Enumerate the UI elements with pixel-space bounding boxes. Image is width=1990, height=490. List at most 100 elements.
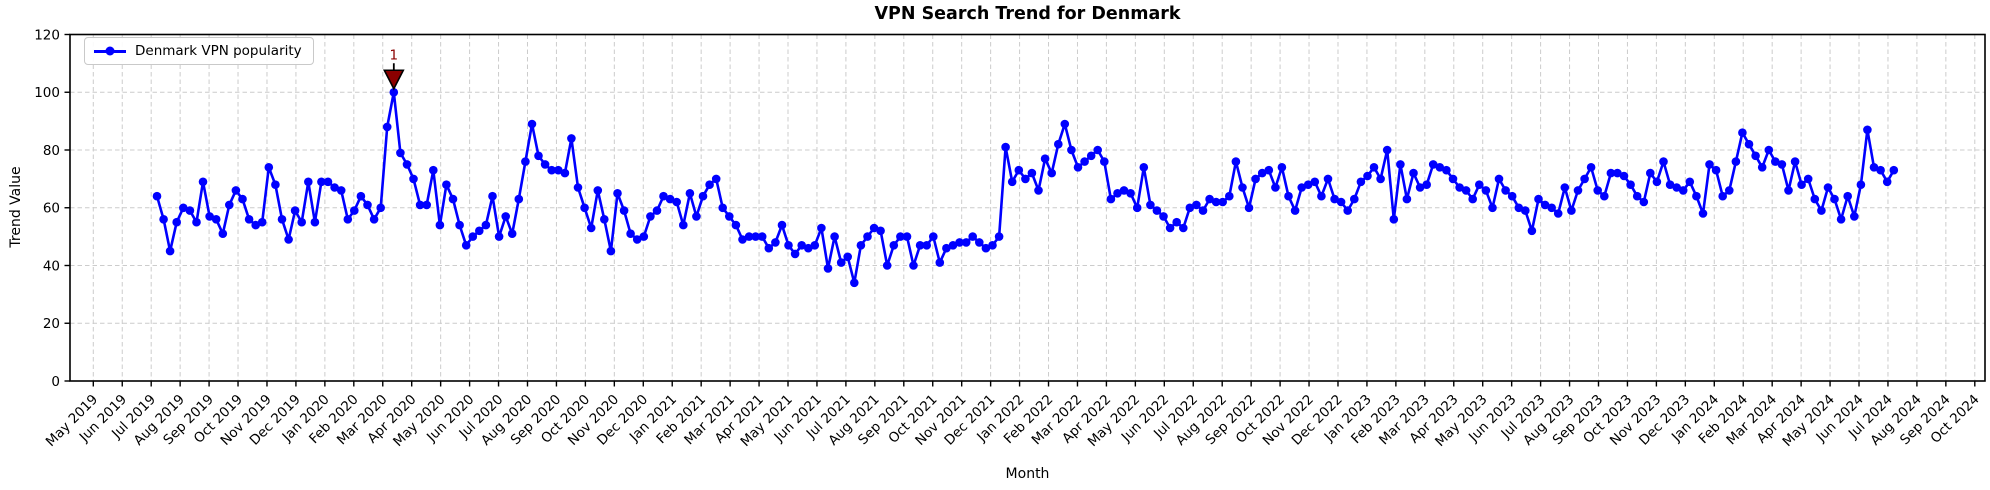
data-point [869, 223, 879, 233]
data-point [613, 189, 622, 198]
data-point [1521, 206, 1530, 215]
data-point [994, 232, 1004, 241]
data-point [573, 183, 583, 192]
data-point [481, 220, 491, 230]
x-ticks [92, 381, 1976, 387]
data-point [1757, 163, 1767, 172]
data-point [731, 220, 741, 230]
data-point [777, 220, 787, 230]
data-point [172, 217, 181, 227]
y-tick-label: 0 [51, 374, 60, 390]
data-point [1428, 160, 1438, 169]
data-point [1494, 174, 1504, 184]
data-point [1619, 171, 1629, 181]
data-point [159, 215, 168, 224]
data-point [1211, 197, 1221, 207]
data-point [1106, 194, 1116, 204]
data-point [1488, 203, 1497, 213]
data-point [876, 226, 885, 236]
data-point [1323, 174, 1333, 184]
annotation-label: 1 [390, 47, 399, 63]
data-point [152, 191, 162, 201]
data-point [1093, 145, 1102, 155]
data-point [521, 157, 530, 166]
data-point [415, 200, 425, 210]
data-point [922, 241, 931, 250]
data-point [257, 217, 267, 227]
data-point [534, 151, 543, 161]
data-point [468, 232, 478, 241]
data-point [1632, 191, 1642, 201]
data-point [968, 232, 977, 241]
data-point [1790, 157, 1800, 166]
data-point [514, 194, 524, 204]
data-point [527, 119, 537, 129]
data-point [593, 186, 603, 195]
data-point [817, 223, 826, 233]
data-point [830, 232, 839, 241]
data-point [1422, 180, 1431, 189]
data-point [652, 206, 662, 215]
data-point [1185, 203, 1195, 213]
data-points [152, 88, 1899, 288]
data-point [1606, 168, 1616, 178]
data-point [1639, 197, 1649, 207]
data-point [422, 200, 432, 210]
data-point [1435, 163, 1445, 172]
data-point [1718, 191, 1727, 201]
data-point [929, 232, 938, 241]
y-tick-label: 80 [43, 143, 60, 159]
data-point [948, 241, 958, 250]
data-point [1396, 160, 1405, 169]
data-point [310, 217, 320, 227]
data-point [764, 243, 774, 253]
data-point [1343, 206, 1352, 215]
y-axis-label: Trend Value [8, 166, 24, 248]
data-point [744, 232, 754, 241]
data-point [1501, 186, 1510, 195]
data-point [1547, 203, 1556, 213]
data-point [507, 229, 517, 238]
data-point [790, 249, 800, 259]
x-axis-label: Month [1005, 466, 1050, 482]
data-point [1771, 157, 1780, 166]
data-point [1810, 194, 1820, 204]
y-tick-label: 120 [34, 27, 60, 43]
data-point [1139, 163, 1149, 172]
data-point [1882, 177, 1892, 187]
data-point [909, 261, 918, 270]
data-point [304, 177, 313, 187]
data-point [1198, 206, 1208, 215]
data-point [1567, 206, 1576, 215]
data-point [1113, 189, 1122, 198]
data-point [902, 232, 912, 241]
data-point [1007, 177, 1017, 187]
data-point [382, 122, 392, 132]
data-point [1238, 183, 1247, 192]
data-point [343, 215, 353, 224]
data-point [554, 165, 563, 175]
data-point [1507, 191, 1517, 201]
data-point [317, 177, 326, 187]
data-point [1468, 194, 1477, 204]
legend: Denmark VPN popularity [84, 37, 314, 65]
grid-lines [70, 34, 1985, 382]
data-point [771, 238, 780, 247]
data-point [547, 165, 556, 175]
data-point [1665, 180, 1675, 189]
y-tick-label: 20 [43, 316, 60, 332]
data-point [935, 258, 945, 267]
data-point [192, 217, 201, 227]
data-point [955, 238, 964, 247]
data-point [586, 223, 596, 233]
data-point [1889, 165, 1899, 175]
data-point [606, 246, 616, 256]
data-point [1711, 165, 1721, 175]
data-point [1179, 223, 1188, 233]
data-point [1836, 215, 1846, 224]
data-point [231, 186, 241, 195]
data-point [1336, 197, 1346, 207]
data-point [1330, 194, 1339, 204]
data-point [1376, 174, 1385, 184]
